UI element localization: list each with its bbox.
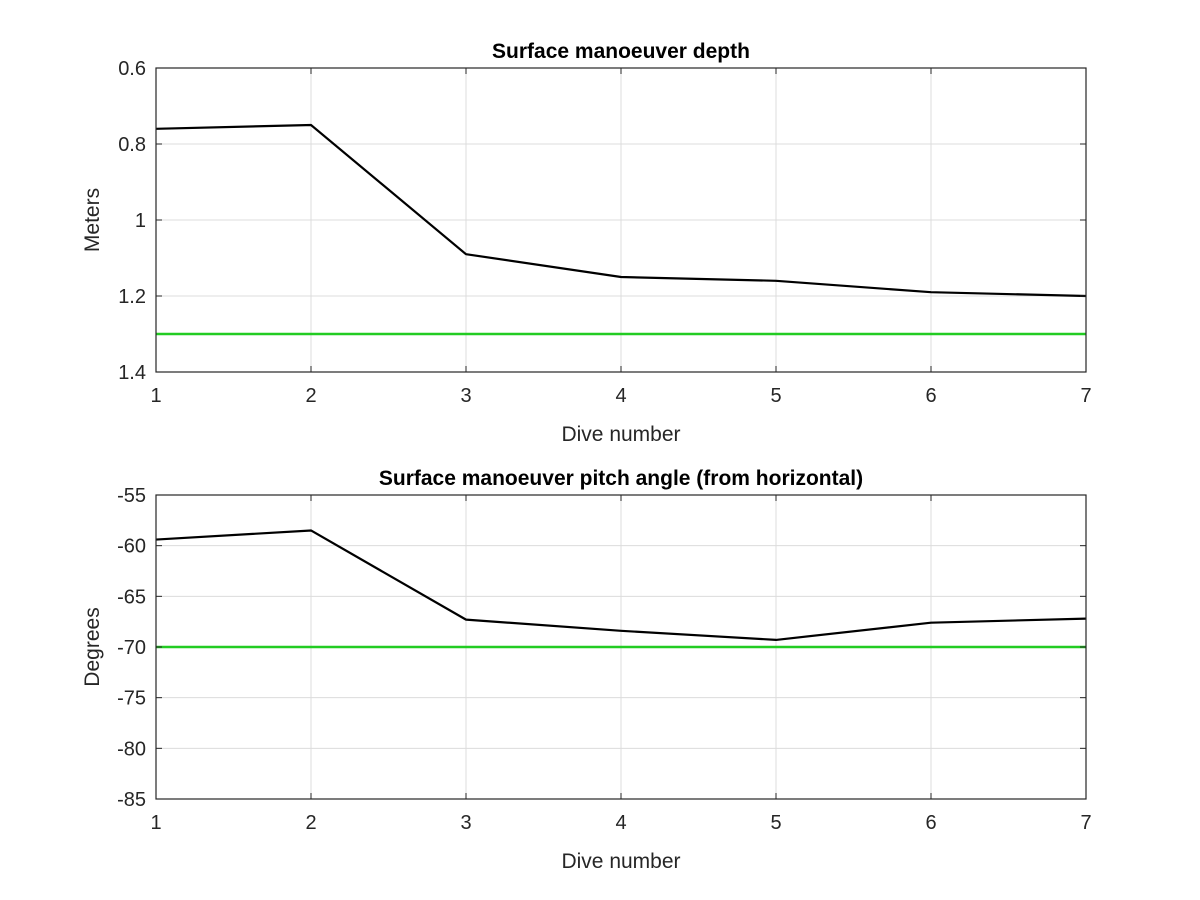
depth-plot-frame <box>155 67 1087 373</box>
pitch-y-tick-label: -85 <box>117 789 146 811</box>
depth-y-tick-label: 1 <box>135 210 146 232</box>
pitch-y-tick-label: -80 <box>117 738 146 760</box>
depth-subplot: 1 2 3 4 5 6 7 0.6 0.8 1 1.2 1.4 Surface manoeuver … <box>81 40 1092 446</box>
pitch-y-tick-label: -70 <box>117 637 146 659</box>
pitch-y-tick-label: -60 <box>117 536 146 558</box>
depth-y-tick-label: 0.6 <box>118 58 146 80</box>
depth-x-tick-labels: 1 2 3 4 5 6 7 <box>150 385 1091 407</box>
depth-x-tick-label: 4 <box>615 385 626 407</box>
pitch-y-tick-label: -65 <box>117 586 146 608</box>
depth-x-tick-label: 1 <box>150 385 161 407</box>
depth-x-tick-label: 5 <box>770 385 781 407</box>
pitch-x-tick-labels: 1 2 3 4 5 6 7 <box>150 812 1091 834</box>
depth-x-tick-label: 6 <box>925 385 936 407</box>
depth-y-tick-labels: 0.6 0.8 1 1.2 1.4 <box>118 58 146 384</box>
pitch-axes-frame <box>155 494 1087 800</box>
depth-y-tick-label: 1.2 <box>118 286 146 308</box>
pitch-x-tick-label: 6 <box>925 812 936 834</box>
pitch-y-tick-label: -55 <box>117 485 146 507</box>
pitch-chart-title: Surface manoeuver pitch angle (from hori… <box>379 467 863 490</box>
pitch-x-tick-label: 2 <box>305 812 316 834</box>
depth-axes-frame <box>155 67 1087 373</box>
depth-x-axis-label: Dive number <box>561 423 680 446</box>
pitch-x-tick-label: 5 <box>770 812 781 834</box>
depth-chart-title: Surface manoeuver depth <box>492 40 750 63</box>
pitch-y-tick-label: -75 <box>117 688 146 710</box>
depth-y-tick-label: 1.4 <box>118 362 146 384</box>
pitch-x-tick-label: 3 <box>460 812 471 834</box>
depth-x-tick-label: 3 <box>460 385 471 407</box>
depth-x-tick-label: 7 <box>1080 385 1091 407</box>
pitch-x-tick-label: 4 <box>615 812 626 834</box>
pitch-x-axis-label: Dive number <box>561 850 680 873</box>
pitch-y-axis-label: Degrees <box>81 607 104 686</box>
pitch-plot-frame <box>155 494 1087 800</box>
pitch-subplot: 1 2 3 4 5 6 7 -55 -60 -65 -70 -75 -80 -85 Surface ma… <box>81 467 1092 873</box>
pitch-x-tick-label: 7 <box>1080 812 1091 834</box>
pitch-x-tick-label: 1 <box>150 812 161 834</box>
depth-x-tick-label: 2 <box>305 385 316 407</box>
depth-y-tick-label: 0.8 <box>118 134 146 156</box>
pitch-y-tick-labels: -55 -60 -65 -70 -75 -80 -85 <box>117 485 146 811</box>
depth-y-axis-label: Meters <box>81 188 104 252</box>
